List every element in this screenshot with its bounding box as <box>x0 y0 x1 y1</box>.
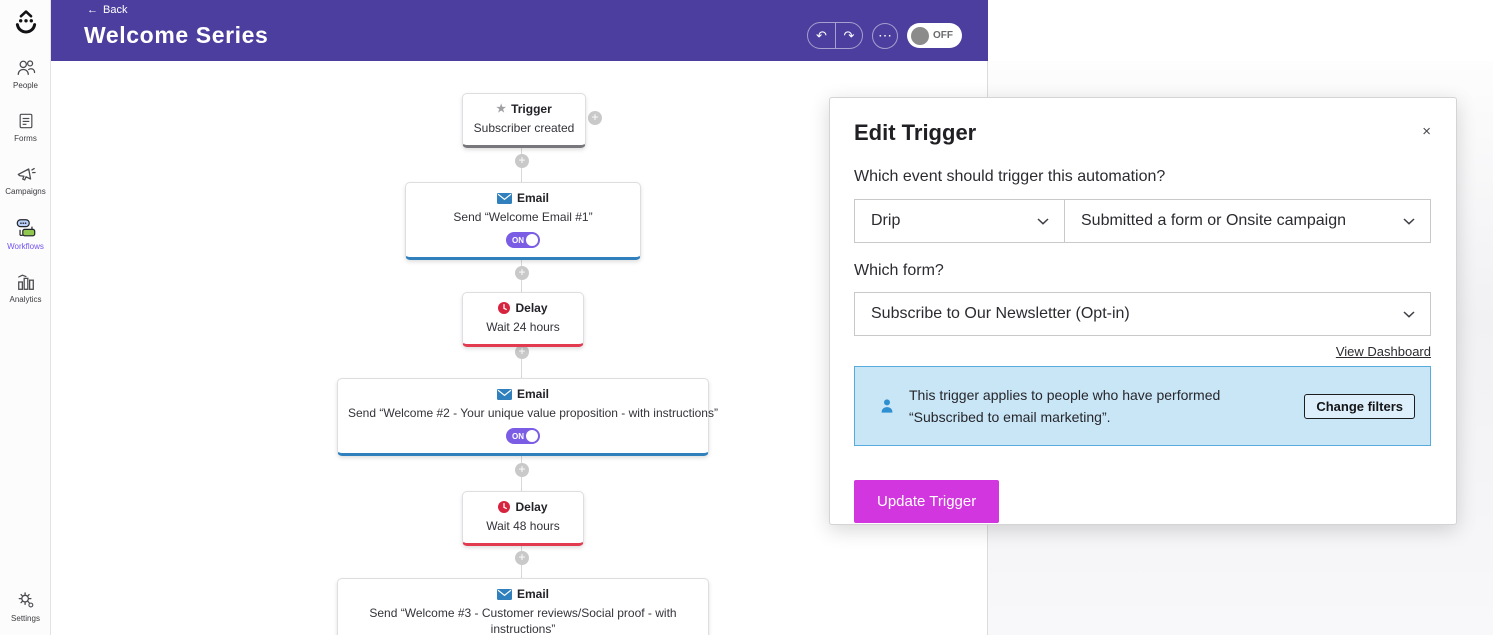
forms-icon <box>19 113 32 129</box>
sidebar-item-people[interactable]: People <box>0 58 51 90</box>
close-button[interactable]: × <box>1422 124 1431 139</box>
provider-select-value: Drip <box>871 212 901 229</box>
sidebar-nav: People Forms Campaigns <box>0 58 51 304</box>
sidebar-item-label: Campaigns <box>5 187 46 196</box>
back-arrow-icon: ← <box>87 4 98 16</box>
chevron-down-icon <box>1403 310 1415 318</box>
add-step-button[interactable]: + <box>515 463 529 477</box>
event-select-row: Drip Submitted a form or Onsite campaign <box>854 199 1431 243</box>
drip-logo[interactable] <box>0 8 51 36</box>
more-options-button[interactable]: ⋯ <box>872 22 898 49</box>
ellipsis-icon: ⋯ <box>878 27 892 43</box>
provider-select[interactable]: Drip <box>854 199 1064 243</box>
toggle-knob <box>526 430 538 442</box>
chevron-down-icon <box>1037 217 1049 225</box>
campaigns-icon <box>17 167 36 181</box>
node-title: Email <box>516 587 549 601</box>
toggle-state-label: ON <box>512 431 524 441</box>
add-step-button[interactable]: + <box>515 154 529 168</box>
email-icon <box>496 588 512 600</box>
edit-trigger-modal: Edit Trigger × Which event should trigge… <box>829 97 1457 525</box>
node-delay-2[interactable]: Delay Wait 48 hours <box>462 491 584 546</box>
redo-button[interactable]: ↷ <box>835 23 862 48</box>
node-subtitle: Send “Welcome #2 - Your unique value pro… <box>348 406 718 420</box>
undo-redo-group: ↶ ↷ <box>807 22 863 49</box>
connector-line <box>521 146 522 578</box>
sidebar-item-campaigns[interactable]: Campaigns <box>0 164 51 196</box>
workflow-active-toggle[interactable]: OFF <box>907 23 962 48</box>
node-subtitle: Send “Welcome Email #1” <box>453 210 593 224</box>
dashboard-link-row: View Dashboard <box>854 344 1431 359</box>
undo-icon: ↶ <box>816 27 827 43</box>
email-enabled-toggle[interactable]: ON <box>506 232 540 248</box>
node-email-2[interactable]: Email Send “Welcome #2 - Your unique val… <box>337 378 718 456</box>
sidebar-item-settings[interactable]: Settings <box>0 589 51 623</box>
workflow-header: ← Back Welcome Series ↶ ↷ ⋯ OFF <box>51 0 988 61</box>
analytics-icon <box>17 274 34 290</box>
update-trigger-button[interactable]: Update Trigger <box>854 480 1000 523</box>
sidebar-item-forms[interactable]: Forms <box>0 111 51 143</box>
drip-logo-icon <box>15 10 36 34</box>
email-icon <box>496 388 512 400</box>
toggle-knob <box>526 234 538 246</box>
node-title: Delay <box>515 500 548 514</box>
sidebar-item-analytics[interactable]: Analytics <box>0 272 51 304</box>
toggle-state-label: OFF <box>933 30 953 41</box>
node-email-3[interactable]: Email Send “Welcome #3 - Customer review… <box>337 578 709 635</box>
trigger-filter-info-text: This trigger applies to people who have … <box>909 387 1221 425</box>
node-subtitle: Send “Welcome #3 - Customer reviews/Soci… <box>369 606 677 635</box>
sidebar-item-workflows[interactable]: Workflows <box>0 217 51 251</box>
node-email-1[interactable]: Email Send “Welcome Email #1” ON <box>405 182 641 260</box>
change-filters-button[interactable]: Change filters <box>1304 393 1415 419</box>
add-step-button[interactable]: + <box>515 345 529 359</box>
email-icon <box>496 192 512 204</box>
modal-title: Edit Trigger <box>854 120 977 145</box>
clock-icon <box>498 302 511 314</box>
form-select[interactable]: Subscribe to Our Newsletter (Opt-in) <box>854 292 1431 336</box>
node-subtitle: Subscriber created <box>473 121 575 135</box>
event-select[interactable]: Submitted a form or Onsite campaign <box>1064 199 1431 243</box>
event-select-value: Submitted a form or Onsite campaign <box>1081 212 1347 229</box>
event-question-label: Which event should trigger this automati… <box>854 168 1166 185</box>
back-button[interactable]: ← Back <box>87 4 127 16</box>
sidebar-item-label: Settings <box>11 614 40 623</box>
redo-icon: ↷ <box>843 27 855 43</box>
view-dashboard-link[interactable]: View Dashboard <box>1335 344 1431 359</box>
add-step-button[interactable]: + <box>515 551 529 565</box>
workflows-icon <box>16 219 35 237</box>
node-trigger[interactable]: ★ Trigger Subscriber created <box>462 93 586 148</box>
chevron-down-icon <box>1403 217 1415 225</box>
header-controls: ↶ ↷ ⋯ OFF <box>807 22 962 49</box>
form-question-label: Which form? <box>854 262 944 279</box>
sidebar: People Forms Campaigns <box>0 0 51 635</box>
add-step-button[interactable]: + <box>515 266 529 280</box>
page-title: Welcome Series <box>84 22 269 48</box>
node-title: Delay <box>515 301 548 315</box>
form-select-value: Subscribe to Our Newsletter (Opt-in) <box>871 305 1130 322</box>
node-delay-1[interactable]: Delay Wait 24 hours <box>462 292 584 347</box>
node-subtitle: Wait 48 hours <box>486 519 560 533</box>
clock-icon <box>498 501 511 513</box>
node-subtitle: Wait 24 hours <box>486 320 560 334</box>
sidebar-item-label: People <box>13 81 38 90</box>
sidebar-item-label: Workflows <box>7 242 44 251</box>
add-branch-button[interactable]: + <box>588 111 602 125</box>
node-title: Trigger <box>511 102 552 116</box>
email-enabled-toggle[interactable]: ON <box>506 428 540 444</box>
sidebar-item-label: Analytics <box>9 295 42 304</box>
people-icon <box>17 60 35 75</box>
back-label: Back <box>103 4 128 16</box>
person-icon <box>881 399 893 413</box>
node-title: Email <box>516 191 549 205</box>
sidebar-item-label: Forms <box>14 134 37 143</box>
node-title: Email <box>516 387 549 401</box>
toggle-state-label: ON <box>512 235 524 245</box>
undo-button[interactable]: ↶ <box>808 23 835 48</box>
star-icon: ★ <box>496 102 507 115</box>
toggle-knob <box>911 26 929 45</box>
gear-icon <box>18 592 33 608</box>
close-icon: × <box>1422 123 1431 140</box>
trigger-filter-info-box: This trigger applies to people who have … <box>854 366 1431 446</box>
